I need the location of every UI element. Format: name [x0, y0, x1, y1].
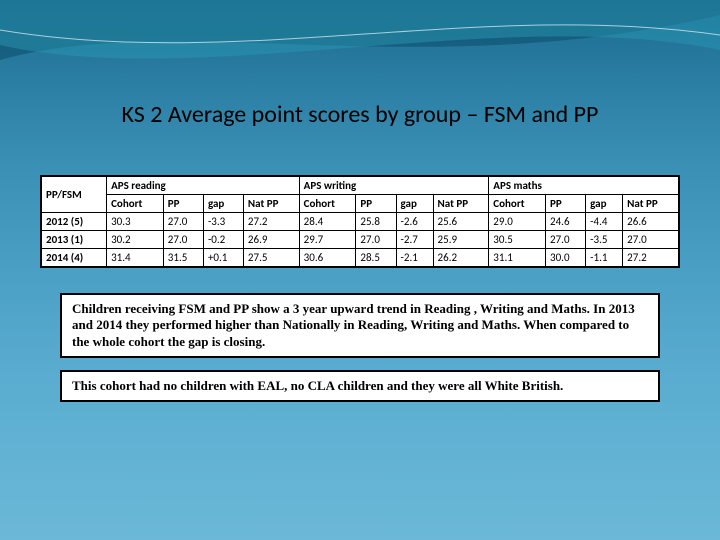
- sub-cohort: Cohort: [107, 195, 164, 213]
- cell: 25.9: [433, 231, 489, 249]
- cell: 27.0: [623, 231, 679, 249]
- sub-pp: PP: [163, 195, 203, 213]
- table-row: 2013 (1) 30.2 27.0 -0.2 26.9 29.7 27.0 -…: [42, 231, 679, 249]
- cell: -2.1: [396, 249, 433, 267]
- row-label: 2014 (4): [42, 249, 107, 267]
- commentary-box-2: This cohort had no children with EAL, no…: [60, 370, 660, 402]
- decorative-swoosh: [0, 0, 720, 90]
- sub-pp: PP: [546, 195, 586, 213]
- cell: 31.4: [107, 249, 164, 267]
- cell: 28.5: [356, 249, 396, 267]
- cell: 30.5: [489, 231, 546, 249]
- cell: 26.6: [623, 213, 679, 231]
- corner-header: PP/FSM: [42, 177, 107, 213]
- cell: -4.4: [586, 213, 623, 231]
- cell: 27.0: [356, 231, 396, 249]
- cell: 27.0: [163, 213, 203, 231]
- sub-nat: Nat PP: [623, 195, 679, 213]
- sub-nat: Nat PP: [433, 195, 489, 213]
- cell: 28.4: [299, 213, 356, 231]
- cell: 31.1: [489, 249, 546, 267]
- cell: -2.6: [396, 213, 433, 231]
- cell: 27.0: [546, 231, 586, 249]
- cell: 30.0: [546, 249, 586, 267]
- cell: -3.3: [203, 213, 243, 231]
- cell: 29.0: [489, 213, 546, 231]
- cell: 24.6: [546, 213, 586, 231]
- cell: 29.7: [299, 231, 356, 249]
- row-label: 2013 (1): [42, 231, 107, 249]
- commentary-text: This cohort had no children with EAL, no…: [72, 378, 563, 393]
- table-row: 2014 (4) 31.4 31.5 +0.1 27.5 30.6 28.5 -…: [42, 249, 679, 267]
- sub-gap: gap: [586, 195, 623, 213]
- commentary-box-1: Children receiving FSM and PP show a 3 y…: [60, 293, 660, 358]
- cell: 27.2: [623, 249, 679, 267]
- sub-cohort: Cohort: [299, 195, 356, 213]
- group-reading: APS reading: [107, 177, 300, 195]
- group-writing: APS writing: [299, 177, 489, 195]
- cell: 27.2: [243, 213, 299, 231]
- cell: 27.5: [243, 249, 299, 267]
- sub-nat: Nat PP: [243, 195, 299, 213]
- cell: 30.2: [107, 231, 164, 249]
- cell: 30.3: [107, 213, 164, 231]
- cell: -0.2: [203, 231, 243, 249]
- cell: -2.7: [396, 231, 433, 249]
- sub-pp: PP: [356, 195, 396, 213]
- aps-table: PP/FSM APS reading APS writing APS maths…: [40, 175, 680, 268]
- cell: 26.2: [433, 249, 489, 267]
- sub-gap: gap: [396, 195, 433, 213]
- sub-cohort: Cohort: [489, 195, 546, 213]
- cell: 25.6: [433, 213, 489, 231]
- commentary-text: Children receiving FSM and PP show a 3 y…: [72, 301, 635, 349]
- cell: -1.1: [586, 249, 623, 267]
- cell: 26.9: [243, 231, 299, 249]
- cell: 31.5: [163, 249, 203, 267]
- row-label: 2012 (5): [42, 213, 107, 231]
- cell: -3.5: [586, 231, 623, 249]
- cell: 30.6: [299, 249, 356, 267]
- table-row: 2012 (5) 30.3 27.0 -3.3 27.2 28.4 25.8 -…: [42, 213, 679, 231]
- sub-gap: gap: [203, 195, 243, 213]
- slide-title: KS 2 Average point scores by group – FSM…: [0, 100, 720, 129]
- cell: 25.8: [356, 213, 396, 231]
- cell: 27.0: [163, 231, 203, 249]
- group-maths: APS maths: [489, 177, 679, 195]
- cell: +0.1: [203, 249, 243, 267]
